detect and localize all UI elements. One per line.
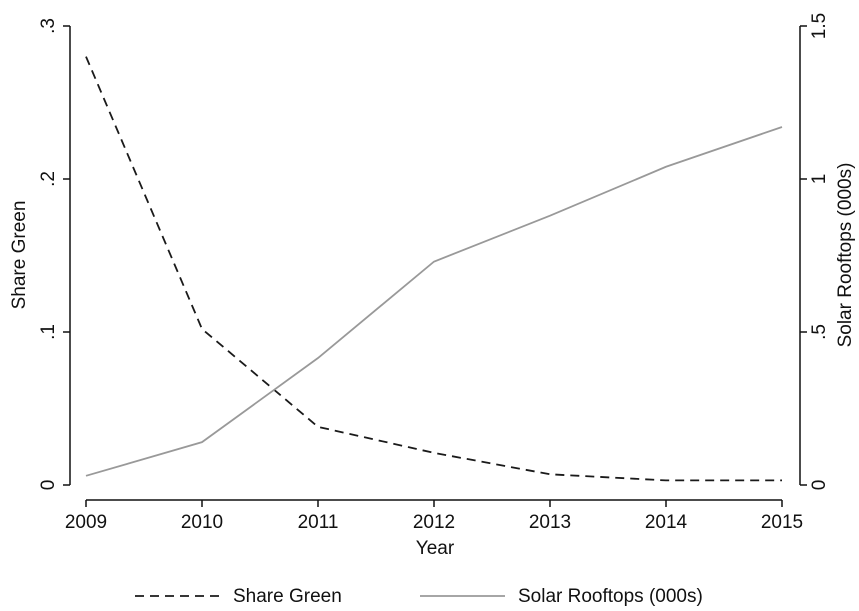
series-line <box>85 126 783 477</box>
y2-tick-label: 1.5 <box>809 13 830 39</box>
y-tick-label: .3 <box>38 18 59 34</box>
x-axis-title: Year <box>416 538 455 559</box>
y-axis-title: Share Green <box>9 201 30 310</box>
x-tick-label: 2011 <box>298 512 339 533</box>
y2-tick-label: 0 <box>809 480 830 491</box>
x-tick-label: 2015 <box>761 512 803 533</box>
x-tick-label: 2010 <box>181 512 223 533</box>
x-tick-label: 2009 <box>65 512 107 533</box>
y2-tick-label: .5 <box>809 324 830 340</box>
y-tick-label: .2 <box>38 171 59 187</box>
x-tick-label: 2014 <box>645 512 688 533</box>
y2-axis-title: Solar Rooftops (000s) <box>835 163 856 348</box>
x-tick-label: 2012 <box>413 512 455 533</box>
x-tick-label: 2013 <box>529 512 571 533</box>
y2-tick-label: 1 <box>809 174 830 185</box>
y-tick-label: 0 <box>38 480 59 491</box>
y-tick-label: .1 <box>38 324 59 340</box>
legend-label: Share Green <box>233 586 342 607</box>
series-line <box>85 56 782 482</box>
legend-label: Solar Rooftops (000s) <box>518 586 703 607</box>
